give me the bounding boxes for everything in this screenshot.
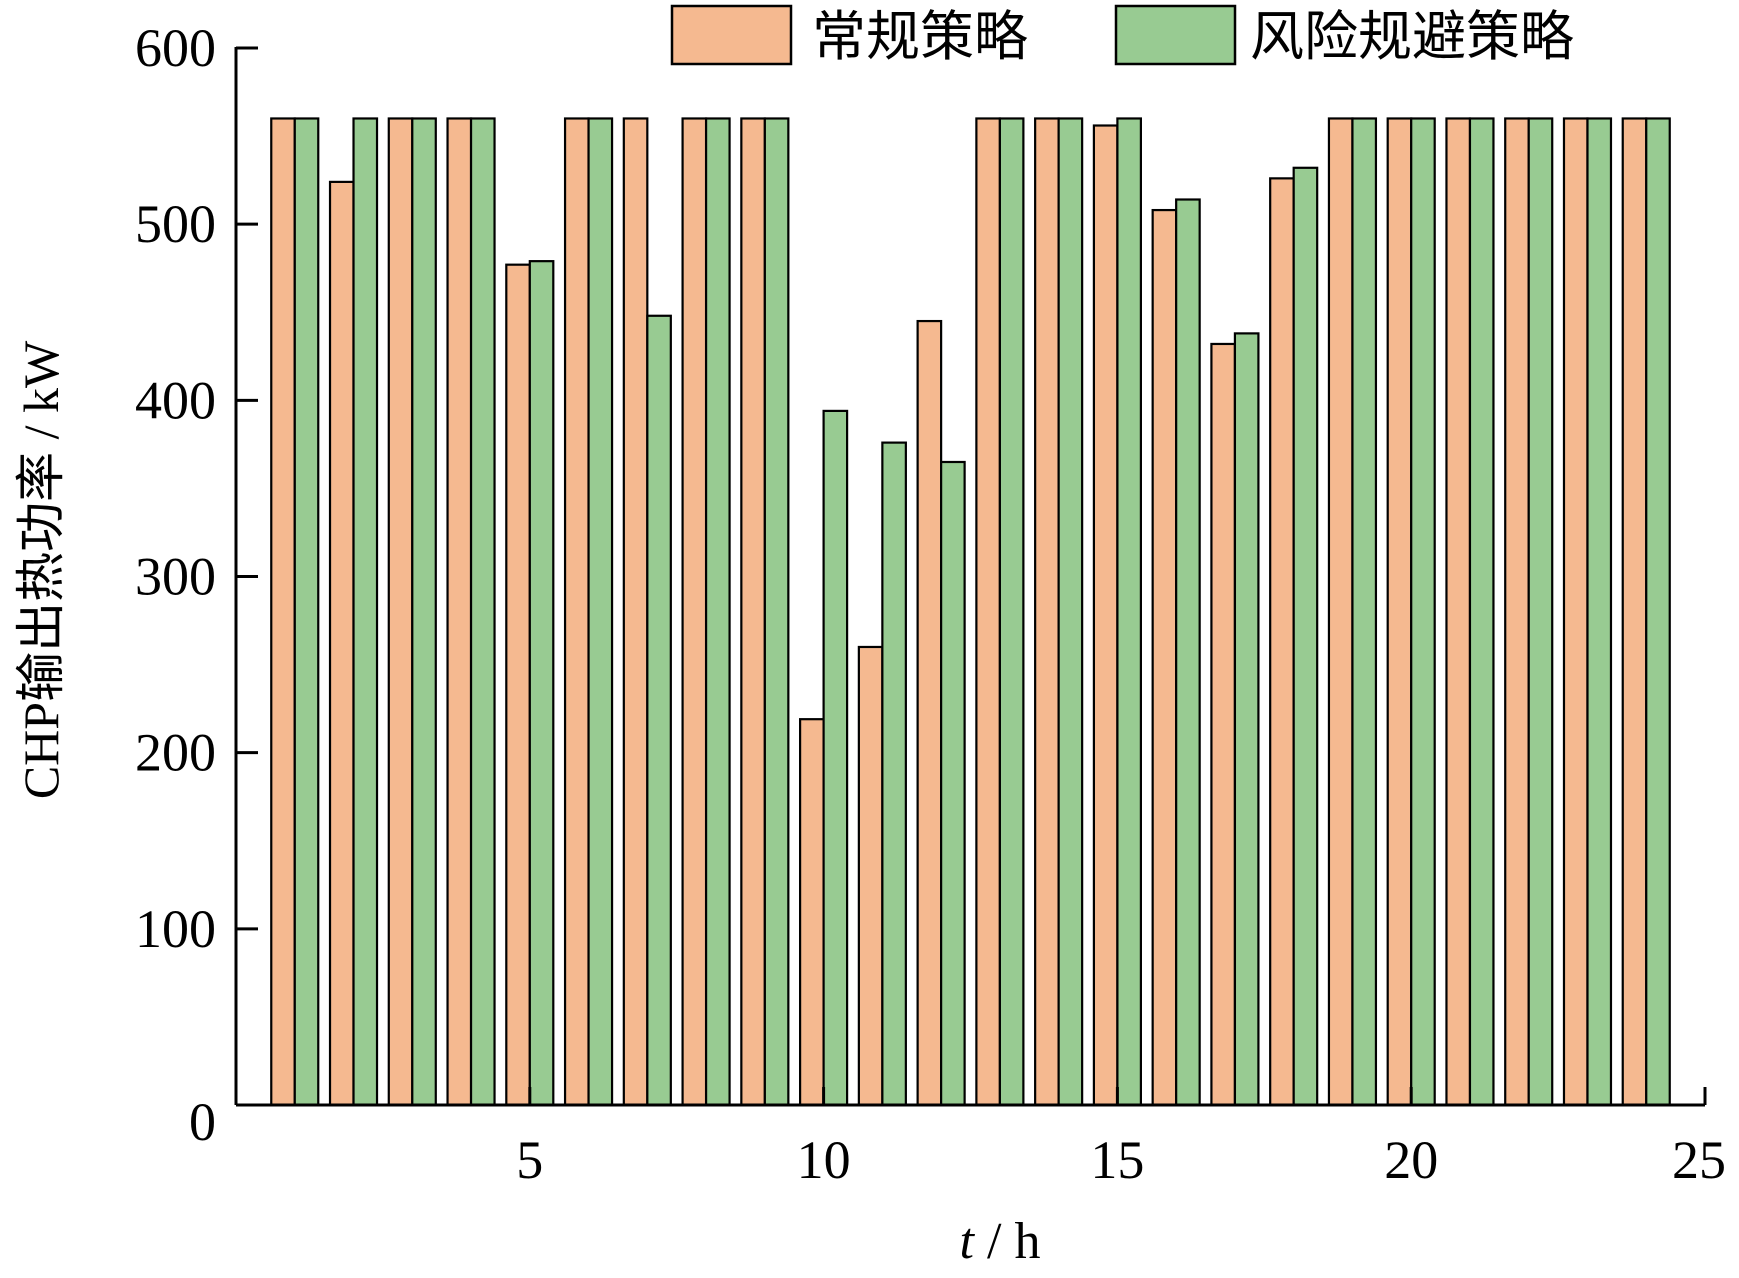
- bar-risk-averse-12: [940, 460, 966, 1107]
- bar-risk-averse-4: [469, 117, 496, 1107]
- x-tick-label-20: 20: [1384, 1130, 1438, 1190]
- bar-conventional-5: [505, 263, 531, 1107]
- bar-conventional-20: [1386, 117, 1413, 1107]
- x-axis-variable: t: [960, 1213, 976, 1270]
- bar-conventional-16: [1151, 208, 1178, 1107]
- bar-conventional-21: [1445, 117, 1472, 1107]
- bar-risk-averse-16: [1175, 198, 1201, 1107]
- bar-risk-averse-10: [822, 409, 849, 1107]
- y-tick-label-500: 500: [135, 194, 216, 254]
- y-tick-label-600: 600: [135, 18, 216, 78]
- bar-risk-averse-17: [1233, 332, 1260, 1107]
- bar-conventional-18: [1269, 177, 1295, 1107]
- x-tick-label-10: 10: [797, 1130, 851, 1190]
- bar-risk-averse-3: [411, 117, 437, 1107]
- bar-risk-averse-14: [1057, 117, 1084, 1107]
- bar-risk-averse-11: [881, 441, 907, 1107]
- bar-risk-averse-5: [528, 260, 555, 1107]
- x-tick-label-15: 15: [1090, 1130, 1144, 1190]
- bar-risk-averse-19: [1351, 117, 1378, 1107]
- x-tick-label-5: 5: [516, 1130, 543, 1190]
- x-tick-label-25: 25: [1672, 1130, 1726, 1190]
- bar-risk-averse-15: [1116, 117, 1143, 1107]
- legend: 常规策略 风险规避策略: [670, 4, 1574, 67]
- bar-conventional-4: [446, 117, 473, 1107]
- bar-conventional-10: [798, 718, 825, 1107]
- bar-conventional-14: [1034, 117, 1060, 1107]
- bar-risk-averse-23: [1586, 117, 1613, 1107]
- bar-conventional-23: [1562, 117, 1589, 1107]
- bar-conventional-17: [1210, 342, 1237, 1107]
- bar-conventional-7: [622, 117, 649, 1107]
- bar-conventional-1: [270, 117, 296, 1107]
- y-tick-label-0: 0: [189, 1092, 216, 1152]
- bar-risk-averse-22: [1527, 117, 1554, 1107]
- legend-label-risk-averse: 风险规避策略: [1250, 7, 1574, 67]
- bar-conventional-6: [563, 117, 590, 1107]
- bar-risk-averse-21: [1468, 117, 1495, 1107]
- bar-risk-averse-2: [352, 117, 379, 1107]
- bar-risk-averse-9: [763, 117, 790, 1107]
- y-tick-label-400: 400: [135, 370, 216, 430]
- bar-conventional-19: [1327, 117, 1354, 1107]
- bar-risk-averse-24: [1645, 117, 1671, 1107]
- legend-label-conventional: 常规策略: [812, 7, 1028, 67]
- bar-conventional-8: [681, 117, 708, 1107]
- bar-conventional-13: [975, 117, 1001, 1107]
- bar-risk-averse-1: [293, 117, 320, 1107]
- ticks-group: 0 100 200 300 400 500 600 5 10 15 20 25: [135, 18, 1726, 1190]
- bar-conventional-15: [1092, 124, 1119, 1107]
- bar-risk-averse-8: [704, 117, 731, 1107]
- legend-swatch-conventional: [670, 4, 793, 66]
- y-tick-label-200: 200: [135, 723, 216, 783]
- bar-risk-averse-6: [587, 117, 614, 1107]
- bar-conventional-9: [740, 117, 766, 1107]
- bar-conventional-22: [1504, 117, 1530, 1107]
- y-axis-label: CHP输出热功率 / kW: [13, 340, 69, 799]
- y-tick-label-300: 300: [135, 547, 216, 607]
- bar-conventional-3: [387, 117, 414, 1107]
- bar-risk-averse-18: [1292, 166, 1319, 1107]
- bar-conventional-2: [328, 180, 355, 1107]
- y-tick-label-100: 100: [135, 899, 216, 959]
- bars-group: [270, 117, 1671, 1107]
- bar-risk-averse-20: [1410, 117, 1436, 1107]
- x-axis-label: t / h: [960, 1213, 1041, 1270]
- bar-risk-averse-7: [646, 314, 672, 1107]
- bar-risk-averse-13: [998, 117, 1025, 1107]
- bar-conventional-24: [1621, 117, 1648, 1107]
- bar-conventional-12: [916, 319, 943, 1107]
- legend-swatch-risk-averse: [1114, 4, 1237, 66]
- bar-conventional-11: [857, 645, 884, 1107]
- x-axis-unit: / h: [974, 1213, 1040, 1270]
